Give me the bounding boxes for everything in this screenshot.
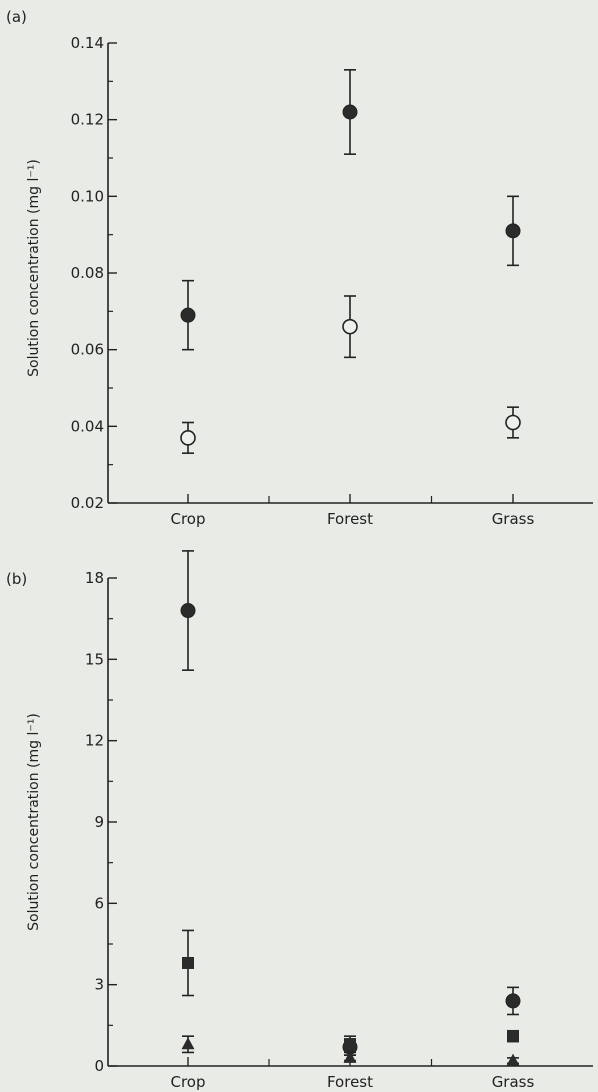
panel-b-ytick-label: 18 [85,569,104,587]
panel-a-ylabel: Solution concentration (mg l⁻¹) [26,159,42,377]
panel-b-point-filled-square [344,1038,356,1051]
panel-b-xtick-label: Forest [327,1073,373,1091]
panel-b-ytick-label: 6 [94,894,104,912]
panel-b-point-filled-triangle [343,1050,357,1063]
panel-a-ytick-label: 0.14 [71,34,104,52]
panel-b: (b) Solution concentration (mg l⁻¹) 0 3 6 9… [6,550,593,1091]
panel-a: (a) Solution concentration (mg l⁻¹) 0.02… [6,8,593,528]
panel-a-xtick-label: Crop [170,510,205,528]
panel-b-ticks: 0 3 6 9 12 15 18 Crop Forest Grass [85,569,535,1091]
panel-b-ytick-label: 9 [94,813,104,831]
panel-a-ticks: 0.02 0.04 0.06 0.08 0.10 0.12 0.14 Crop Forest Gr… [71,34,535,528]
panel-a-ytick-label: 0.04 [71,417,104,435]
panel-b-point-filled-circle [505,993,521,1009]
panel-b-point-filled-square [507,1030,519,1043]
panel-b-xtick-label: Crop [170,1073,205,1091]
panel-b-point-filled-triangle [506,1053,520,1066]
panel-b-point-filled-circle [180,603,196,619]
panel-b-ytick-label: 12 [85,732,104,750]
panel-a-marks [180,69,521,454]
panel-b-ylabel: Solution concentration (mg l⁻¹) [26,713,42,931]
panel-a-ytick-label: 0.02 [71,494,104,512]
panel-a-xtick-label: Forest [327,510,373,528]
panel-a-ytick-label: 0.06 [71,341,104,359]
panel-a-point-open-circle [180,430,196,446]
panel-a-point-filled-circle [342,104,358,120]
panel-b-label: (b) [6,570,27,588]
panel-a-ytick-label: 0.12 [71,111,104,129]
panel-b-point-filled-square [182,956,194,969]
panel-a-point-open-circle [342,318,358,335]
panel-a-label: (a) [6,8,27,26]
panel-a-ytick-label: 0.10 [71,187,104,205]
panel-a-point-filled-circle [505,223,521,239]
panel-a-xtick-label: Grass [492,510,535,528]
panel-a-ytick-label: 0.08 [71,264,104,282]
panel-b-xtick-label: Grass [492,1073,535,1091]
panel-b-point-filled-triangle [181,1037,195,1050]
panel-a-point-open-circle [505,414,521,431]
panel-a-point-filled-circle [180,307,196,323]
panel-b-ytick-label: 0 [94,1057,104,1075]
panel-b-axes [107,578,593,1067]
panel-b-marks [180,550,521,1066]
panel-b-ytick-label: 3 [94,976,104,994]
panel-b-ytick-label: 15 [85,650,104,668]
